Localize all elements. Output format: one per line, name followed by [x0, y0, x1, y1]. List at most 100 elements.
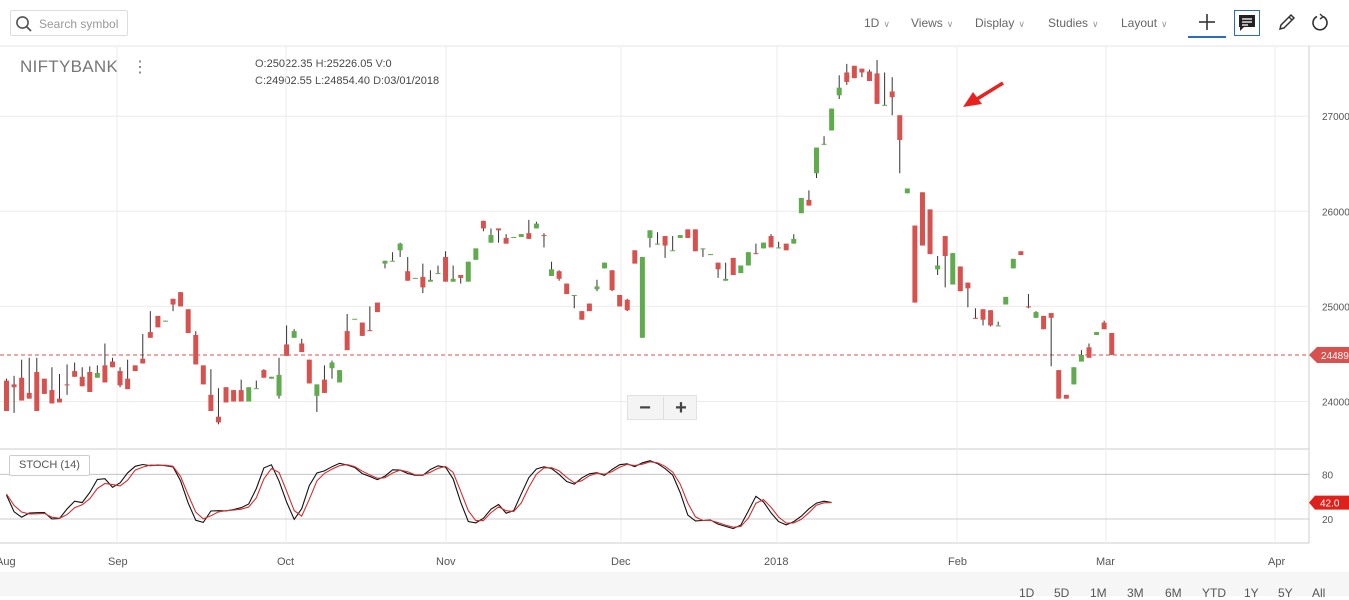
- candle: [927, 209, 933, 255]
- candle-body: [79, 376, 85, 387]
- candle: [829, 108, 835, 131]
- interval-menu[interactable]: 1D ∨: [864, 16, 890, 30]
- candle-body: [41, 378, 47, 394]
- candle-body: [125, 378, 131, 390]
- time-tick-label: Apr: [1268, 556, 1285, 568]
- close-label: C:: [255, 75, 266, 87]
- range-5d[interactable]: 5D: [1054, 586, 1070, 600]
- candle-body: [715, 262, 721, 270]
- candle: [125, 359, 131, 390]
- candle: [1071, 367, 1077, 385]
- candle: [261, 369, 267, 378]
- candle: [730, 257, 736, 276]
- time-tick-label: Nov: [436, 556, 456, 568]
- candle-body: [859, 68, 865, 73]
- price-chart[interactable]: 24000 25000 26000 27000 24489 20 80 42.0 Aug Se…: [0, 0, 1349, 572]
- stoch-label[interactable]: STOCH (14): [9, 455, 90, 476]
- range-5y[interactable]: 5Y: [1278, 586, 1293, 600]
- candle: [193, 331, 199, 365]
- time-tick-label: Sep: [108, 556, 128, 568]
- stoch-value-tag: [1309, 495, 1349, 510]
- search-icon: [16, 16, 32, 32]
- candle: [72, 362, 78, 377]
- candle-body: [458, 275, 464, 278]
- candle-body: [56, 398, 62, 403]
- candle-body: [821, 143, 827, 145]
- stoch-panel: 20 80 42.0: [0, 460, 1349, 530]
- candle: [1025, 294, 1031, 309]
- candle: [178, 292, 184, 307]
- views-menu[interactable]: Views ∨: [911, 16, 954, 30]
- comment-button[interactable]: [1234, 10, 1260, 36]
- candle: [670, 236, 676, 252]
- candle: [215, 388, 221, 425]
- candle-body: [617, 294, 623, 307]
- range-3m[interactable]: 3M: [1127, 586, 1144, 600]
- candle: [450, 265, 456, 282]
- candle-body: [238, 390, 244, 402]
- candle-body: [223, 387, 229, 403]
- candle-body: [253, 388, 259, 390]
- candle-body: [579, 311, 585, 320]
- candle: [798, 197, 804, 214]
- candle: [291, 329, 297, 338]
- crosshair-button[interactable]: [1188, 9, 1226, 38]
- studies-menu[interactable]: Studies ∨: [1048, 16, 1099, 30]
- candle-body: [329, 362, 335, 369]
- display-menu[interactable]: Display ∨: [975, 16, 1025, 30]
- price-axis: 24000 25000 26000 27000 24489: [1309, 112, 1349, 409]
- candle: [988, 310, 994, 327]
- candle-body: [745, 252, 751, 266]
- candle: [609, 270, 615, 292]
- candle-body: [783, 243, 789, 251]
- candle-body: [776, 247, 782, 249]
- layout-menu[interactable]: Layout ∨: [1121, 16, 1168, 30]
- range-all[interactable]: All: [1312, 586, 1326, 600]
- price-tick-label: 25000: [1322, 302, 1349, 313]
- reset-button[interactable]: [1308, 10, 1332, 34]
- reset-icon: [1312, 13, 1328, 31]
- symbol-menu-icon[interactable]: ⋮: [132, 59, 148, 76]
- candle: [147, 311, 153, 338]
- candle: [390, 252, 396, 262]
- candle-body: [1086, 347, 1092, 358]
- candle: [397, 242, 403, 257]
- candle-body: [791, 238, 797, 244]
- candle: [813, 147, 819, 179]
- range-6m[interactable]: 6M: [1165, 586, 1182, 600]
- range-1d[interactable]: 1D: [1019, 586, 1035, 600]
- time-axis: Aug Sep Oct Nov Dec 2018 Feb Mar Apr: [0, 556, 1285, 568]
- range-1y[interactable]: 1Y: [1244, 586, 1259, 600]
- candle: [162, 320, 168, 322]
- zoom-in-button[interactable]: +: [663, 397, 698, 419]
- candle: [715, 262, 721, 278]
- time-tick-label: Aug: [0, 556, 16, 568]
- candle-body: [518, 234, 524, 237]
- candle: [102, 343, 108, 383]
- range-ytd[interactable]: YTD: [1202, 586, 1226, 600]
- candle: [49, 367, 55, 404]
- candle-body: [480, 220, 486, 229]
- candle: [549, 261, 555, 276]
- candle: [685, 229, 691, 238]
- candle: [246, 387, 252, 402]
- candle: [579, 311, 585, 320]
- candle-body: [594, 286, 600, 290]
- candle: [594, 279, 600, 292]
- range-1m[interactable]: 1M: [1090, 586, 1107, 600]
- draw-button[interactable]: [1275, 10, 1299, 34]
- candle-body: [904, 188, 910, 194]
- candle-body: [405, 271, 411, 281]
- candle-body: [761, 242, 766, 249]
- candle-body: [34, 372, 40, 412]
- candle: [443, 251, 449, 282]
- candle: [1018, 251, 1024, 256]
- zoom-out-button[interactable]: −: [639, 397, 651, 419]
- candle: [965, 282, 971, 308]
- candle: [1078, 350, 1084, 362]
- candle-body: [352, 318, 358, 320]
- candle: [367, 306, 373, 332]
- candle: [526, 219, 532, 239]
- candle: [1063, 394, 1069, 399]
- search-input[interactable]: Search symbol: [10, 10, 128, 36]
